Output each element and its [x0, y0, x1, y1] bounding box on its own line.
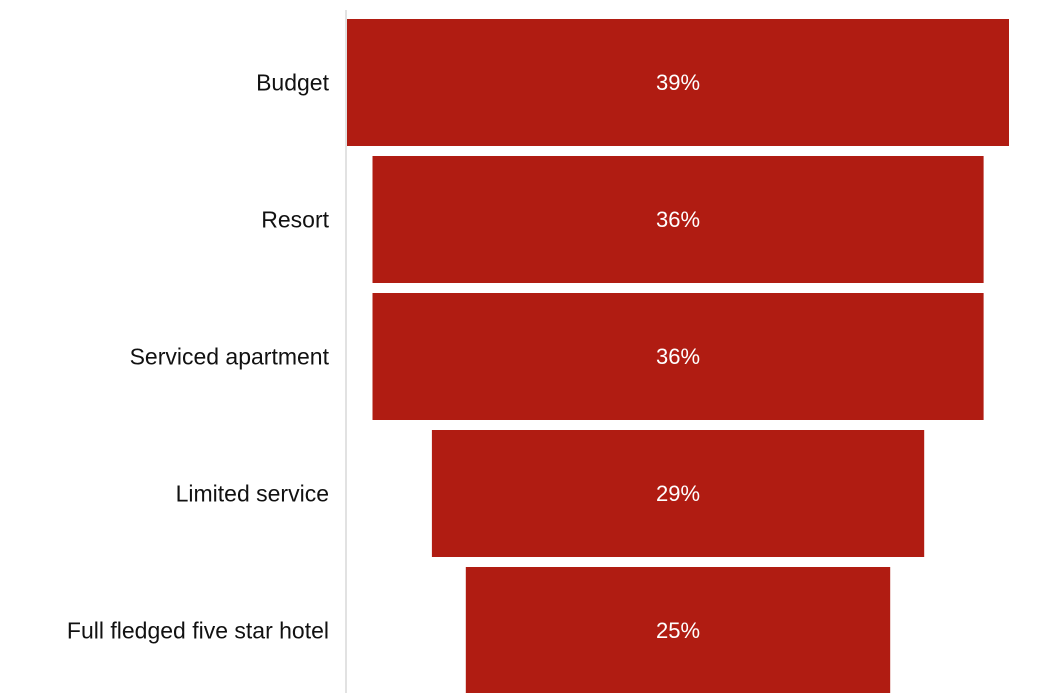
bar-limited-service — [431, 430, 925, 557]
value-label-budget: 39% — [656, 70, 700, 95]
category-label-resort: Resort — [261, 207, 329, 233]
category-label-full-fledged-five-star-hotel: Full fledged five star hotel — [67, 618, 329, 644]
bar-serviced-apartment — [372, 293, 984, 420]
category-label-limited-service: Limited service — [176, 481, 329, 507]
value-label-full-fledged-five-star-hotel: 25% — [656, 618, 700, 643]
value-label-resort: 36% — [656, 207, 700, 232]
bar-resort — [372, 156, 984, 283]
bar-full-fledged-five-star-hotel — [465, 567, 891, 693]
category-label-budget: Budget — [256, 70, 330, 96]
value-label-serviced-apartment: 36% — [656, 344, 700, 369]
labels-layer: 39% Budget 36% Resort 36% Serviced apartment 2… — [67, 70, 700, 644]
bar-budget — [347, 19, 1009, 146]
bars-layer — [347, 19, 1009, 693]
category-label-serviced-apartment: Serviced apartment — [130, 344, 330, 370]
value-label-limited-service: 29% — [656, 481, 700, 506]
